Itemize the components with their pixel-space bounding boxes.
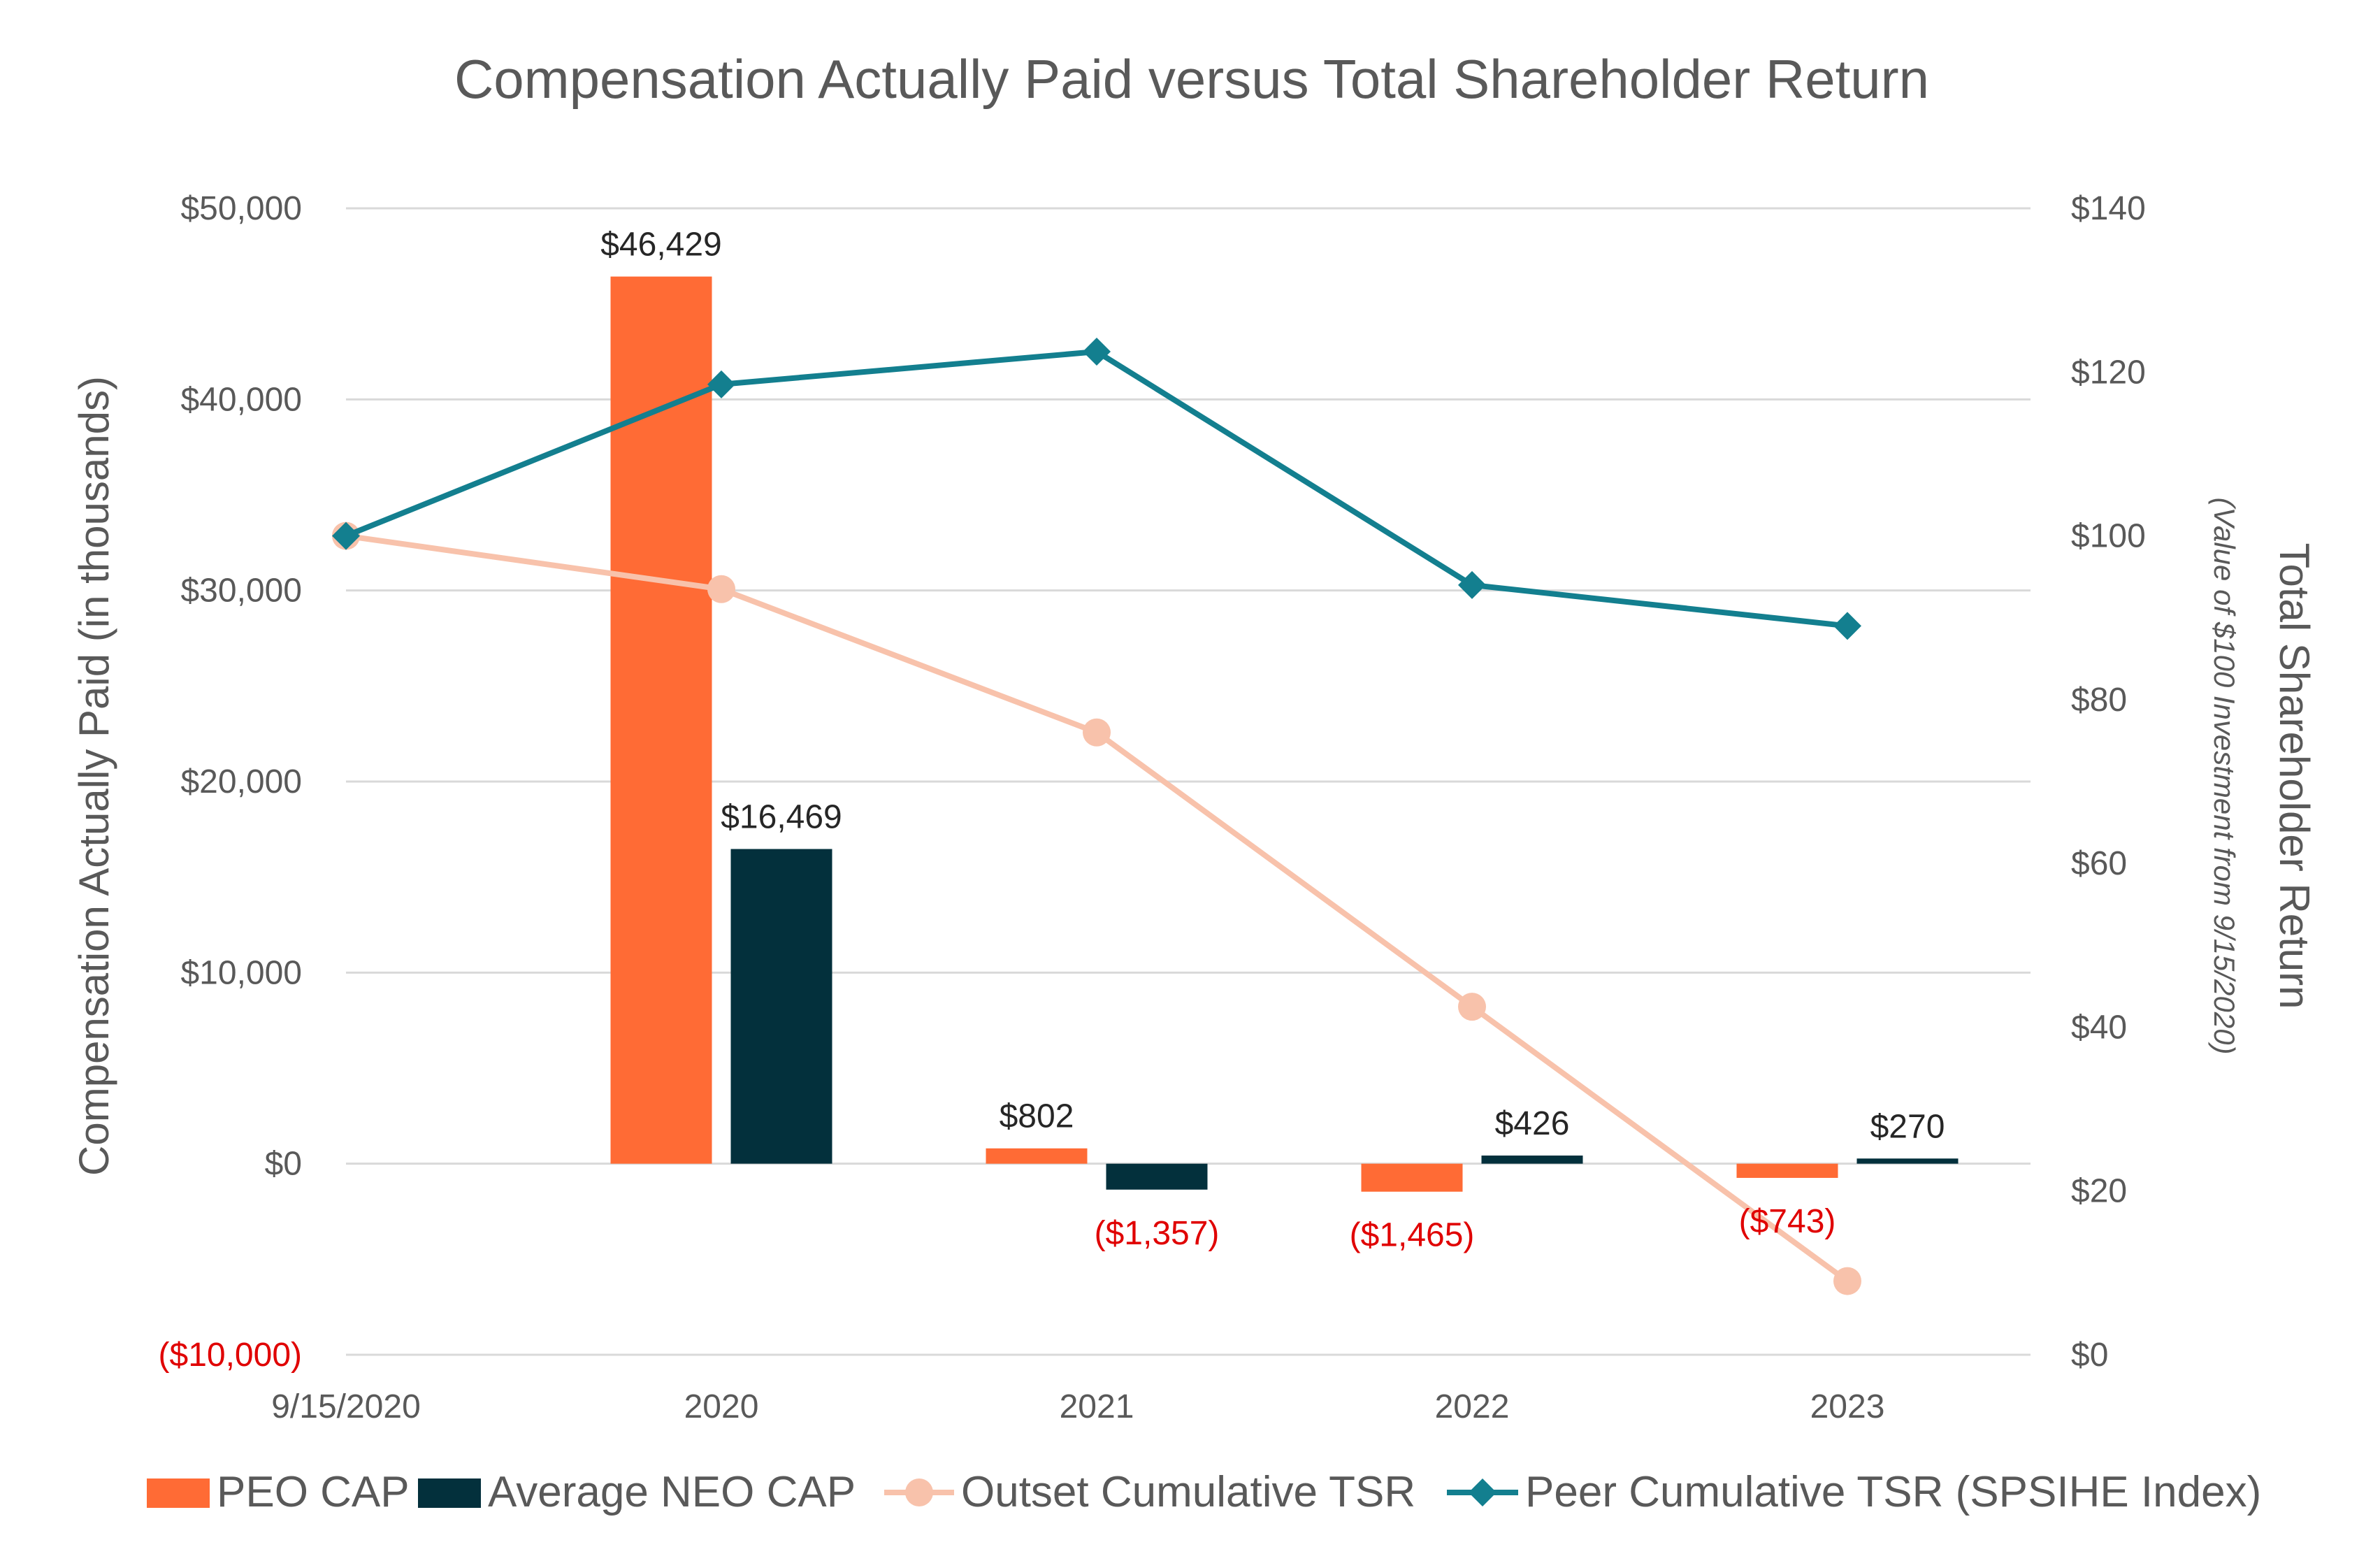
y2-tick-label: $140 <box>2071 190 2146 227</box>
x-tick-label: 2021 <box>1060 1388 1134 1425</box>
data-label: ($1,465) <box>1350 1217 1475 1254</box>
y-tick-label: $50,000 <box>180 190 302 227</box>
neo-cap-bar <box>730 849 832 1164</box>
axes: $50,000 $40,000 $30,000 $20,000 $10,000 $0 ($1… <box>159 190 2146 1425</box>
y-tick-label: $10,000 <box>180 954 302 991</box>
data-label: $270 <box>1870 1108 1945 1145</box>
legend-swatch-neo-cap <box>418 1478 481 1508</box>
y2-tick-label: $20 <box>2071 1173 2127 1210</box>
x-tick-label: 9/15/2020 <box>271 1388 421 1425</box>
legend: PEO CAP Average NEO CAP Outset Cumulative … <box>147 1468 2261 1516</box>
peo-cap-bar <box>986 1148 1088 1164</box>
legend-marker-outset-tsr <box>905 1478 933 1506</box>
legend-marker-peer-tsr <box>1469 1478 1496 1506</box>
outset-tsr-point <box>1833 1267 1861 1295</box>
y-tick-label: ($10,000) <box>159 1337 302 1374</box>
legend-label-neo-cap: Average NEO CAP <box>488 1468 856 1516</box>
y2-tick-label: $60 <box>2071 845 2127 882</box>
data-label: $426 <box>1495 1105 1570 1142</box>
outset-tsr-point <box>1083 718 1111 747</box>
y2-tick-label: $0 <box>2071 1337 2108 1374</box>
y-tick-label: $0 <box>265 1146 302 1183</box>
neo-cap-bar <box>1856 1158 1959 1164</box>
y-axis-title: Compensation Actually Paid (in thousands… <box>71 376 117 1176</box>
y2-axis-title: Total Shareholder Return <box>2271 542 2318 1009</box>
peer-tsr-point <box>1083 338 1111 366</box>
y2-axis-subtitle: (Value of $100 Investment from 9/15/2020… <box>2208 498 2241 1055</box>
y-tick-label: $30,000 <box>180 573 302 610</box>
y-tick-label: $40,000 <box>180 381 302 418</box>
peo-cap-bar <box>1736 1163 1838 1178</box>
y-tick-label: $20,000 <box>180 763 302 800</box>
data-label: $46,429 <box>600 226 722 264</box>
data-label: ($743) <box>1739 1203 1836 1240</box>
outset-tsr-point <box>707 575 735 603</box>
neo-cap-bar <box>1106 1163 1208 1190</box>
y2-tick-label: $100 <box>2071 518 2146 555</box>
legend-label-peer-tsr: Peer Cumulative TSR (SPSIHE Index) <box>1525 1468 2261 1516</box>
bars <box>610 276 1959 1192</box>
peo-cap-bar <box>1361 1163 1463 1192</box>
neo-cap-bar <box>1481 1156 1583 1164</box>
peer-tsr-point <box>1458 570 1486 599</box>
outset-tsr-point <box>1458 993 1486 1021</box>
peer-tsr-point <box>332 521 360 550</box>
peer-tsr-point <box>707 370 735 398</box>
chart-title: Compensation Actually Paid versus Total … <box>454 48 1929 110</box>
x-tick-label: 2023 <box>1810 1388 1885 1425</box>
peer-tsr-point <box>1833 612 1861 640</box>
x-tick-label: 2020 <box>684 1388 759 1425</box>
data-labels: $46,429 $802 ($1,465) ($743) $16,469 ($1,357)… <box>600 226 1945 1254</box>
legend-swatch-peo-cap <box>147 1478 210 1508</box>
tsr-lines <box>332 338 1861 1295</box>
legend-label-outset-tsr: Outset Cumulative TSR <box>961 1468 1415 1516</box>
x-tick-label: 2022 <box>1435 1388 1510 1425</box>
data-label: ($1,357) <box>1095 1215 1220 1252</box>
y2-tick-label: $120 <box>2071 354 2146 391</box>
peer-tsr-line <box>345 349 1848 629</box>
legend-label-peo-cap: PEO CAP <box>217 1468 410 1516</box>
data-label: $802 <box>1000 1098 1074 1135</box>
data-label: $16,469 <box>721 799 842 836</box>
y2-tick-label: $80 <box>2071 682 2127 719</box>
outset-tsr-line <box>345 533 1849 1283</box>
y2-tick-label: $40 <box>2071 1009 2127 1046</box>
